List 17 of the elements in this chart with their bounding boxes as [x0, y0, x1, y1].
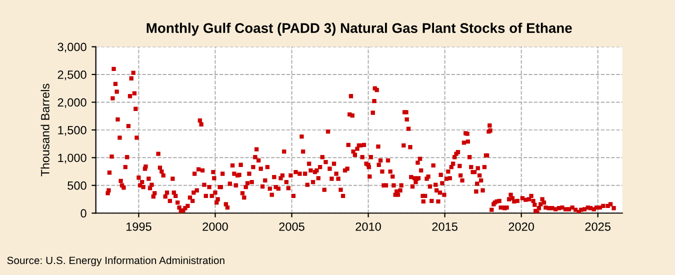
x-tick-label: 2020	[508, 222, 534, 231]
source-note: Source: U.S. Energy Information Administration	[7, 256, 224, 266]
x-tick-label: 2005	[279, 222, 304, 231]
y-tick-label: 1,500	[58, 126, 86, 136]
x-tick-label: 2000	[202, 222, 228, 231]
y-tick-label: 2,000	[58, 98, 86, 108]
chart-title: Monthly Gulf Coast (PADD 3) Natural Gas Plant Stocks of Ethane	[146, 22, 572, 36]
x-tick-label: 2015	[432, 222, 458, 231]
y-tick-label: 2,500	[58, 70, 86, 80]
x-tick-label: 1995	[126, 222, 152, 231]
x-tick-label: 2025	[585, 222, 610, 231]
y-tick-label: 1,000	[58, 154, 86, 164]
y-tick-label: 500	[68, 181, 86, 190]
y-axis-title: Thousand Barrels	[40, 84, 50, 176]
y-tick-label: 0	[80, 209, 86, 218]
y-tick-label: 3,000	[58, 42, 86, 53]
x-tick-label: 2010	[356, 222, 381, 231]
